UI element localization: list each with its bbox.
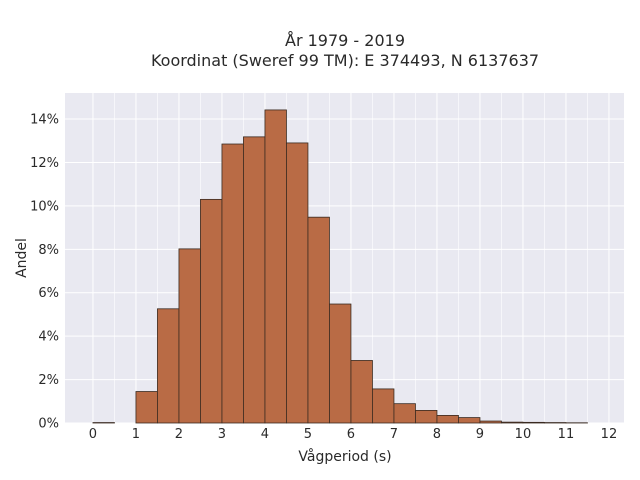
y-tick-label: 2% xyxy=(38,373,59,388)
x-tick-label: 10 xyxy=(515,427,532,442)
histogram-bars xyxy=(92,109,588,424)
histogram-bar xyxy=(243,136,266,424)
x-tick-labels: 0 1 2 3 4 5 6 7 8 9 10 11 12 xyxy=(89,427,617,442)
x-tick-label: 6 xyxy=(347,427,355,442)
x-tick-label: 0 xyxy=(89,427,97,442)
x-tick-label: 11 xyxy=(558,427,575,442)
histogram-bar xyxy=(221,143,244,424)
histogram-bar xyxy=(200,198,223,424)
x-tick-label: 4 xyxy=(261,427,269,442)
y-tick-label: 10% xyxy=(30,199,59,214)
histogram-bar xyxy=(307,216,330,424)
histogram-bar xyxy=(264,109,287,424)
histogram-bar xyxy=(329,303,352,424)
chart-title-line2: Koordinat (Sweref 99 TM): E 374493, N 61… xyxy=(151,51,539,70)
histogram-bar xyxy=(479,420,502,424)
x-tick-label: 7 xyxy=(390,427,398,442)
x-tick-label: 1 xyxy=(132,427,140,442)
histogram-bar xyxy=(458,417,481,424)
x-tick-label: 12 xyxy=(601,427,618,442)
histogram-bar xyxy=(178,248,201,424)
y-tick-label: 6% xyxy=(38,286,59,301)
histogram-bar xyxy=(501,421,524,424)
y-tick-label: 14% xyxy=(30,113,59,128)
y-tick-label: 0% xyxy=(38,417,59,432)
histogram-bar xyxy=(286,142,309,424)
histogram-bar xyxy=(157,308,180,424)
histogram-bar xyxy=(522,421,545,424)
x-tick-label: 2 xyxy=(175,427,183,442)
histogram-bar xyxy=(135,391,158,424)
x-tick-label: 5 xyxy=(304,427,312,442)
x-tick-label: 9 xyxy=(476,427,484,442)
x-tick-label: 8 xyxy=(433,427,441,442)
chart-title-line1: År 1979 - 2019 xyxy=(285,31,405,50)
histogram-bar xyxy=(415,410,438,424)
y-axis-label: Andel xyxy=(14,238,30,278)
x-tick-label: 3 xyxy=(218,427,226,442)
y-tick-label: 4% xyxy=(38,330,59,345)
x-axis-label: Vågperiod (s) xyxy=(298,448,391,465)
histogram-bar xyxy=(436,415,459,424)
y-tick-label: 12% xyxy=(30,156,59,171)
histogram-bar xyxy=(372,388,395,424)
histogram-bar xyxy=(393,403,416,424)
y-tick-label: 8% xyxy=(38,243,59,258)
histogram-bar xyxy=(350,360,373,424)
y-tick-labels: 0% 2% 4% 6% 8% 10% 12% 14% xyxy=(30,113,59,432)
